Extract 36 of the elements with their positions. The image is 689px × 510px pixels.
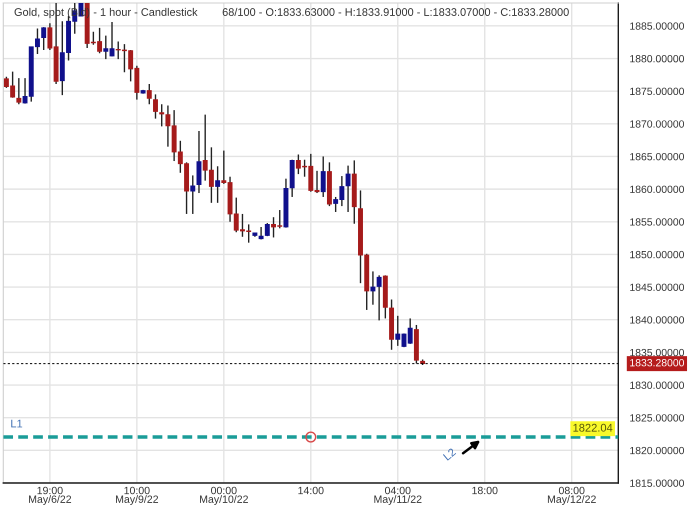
y-tick-label: 1855.00000 [630, 218, 684, 226]
annotation: L1 [11, 420, 22, 428]
y-tick-label: 1820.00000 [630, 446, 684, 454]
candlestick [196, 130, 202, 194]
ref-line-label: 1822.04 [573, 424, 612, 432]
x-tick-label: 14:00 [298, 486, 324, 494]
ref-line-label: 1833.28000 [630, 359, 684, 366]
y-tick-label: 1815.00000 [630, 480, 684, 487]
candlestick [16, 77, 22, 105]
y-tick-label: 1850.00000 [630, 250, 684, 258]
y-tick-label: 1830.00000 [630, 382, 684, 389]
candlestick [159, 104, 164, 128]
y-tick-label: 1875.00000 [630, 88, 684, 96]
chart-subtitle: 68/100 - O:1833.63000 - H:1833.91000 - L:1833.07000 - C:1833.28000 [222, 8, 569, 16]
y-tick-label: 1865.00000 [630, 152, 684, 160]
x-tick-label: 08:00 May/12/22 [548, 486, 596, 506]
x-tick-label: 04:00 May/11/22 [374, 486, 422, 506]
y-tick-label: 1825.00000 [630, 414, 684, 422]
y-tick-label: 1840.00000 [630, 316, 684, 324]
x-tick-label: 18:00 [472, 486, 498, 494]
candlestick [153, 94, 158, 120]
candlestick [146, 83, 152, 105]
x-tick-label: 00:00 May/10/22 [200, 486, 248, 506]
candlestick [190, 174, 196, 215]
y-tick-label: 1870.00000 [630, 120, 684, 128]
candlestick [215, 166, 220, 204]
candlestick [41, 26, 46, 51]
annotation: L2 [442, 448, 456, 461]
y-tick-label: 1880.00000 [630, 55, 684, 62]
x-tick-label: 19:00 May/6/22 [29, 486, 72, 506]
y-tick-label: 1885.00000 [630, 22, 684, 30]
y-tick-label: 1835.00000 [630, 348, 684, 356]
y-tick-label: 1860.00000 [630, 186, 684, 193]
x-tick-label: 10:00 May/9/22 [116, 486, 158, 506]
y-tick-label: 1845.00000 [630, 284, 684, 291]
candlestick [320, 156, 326, 198]
